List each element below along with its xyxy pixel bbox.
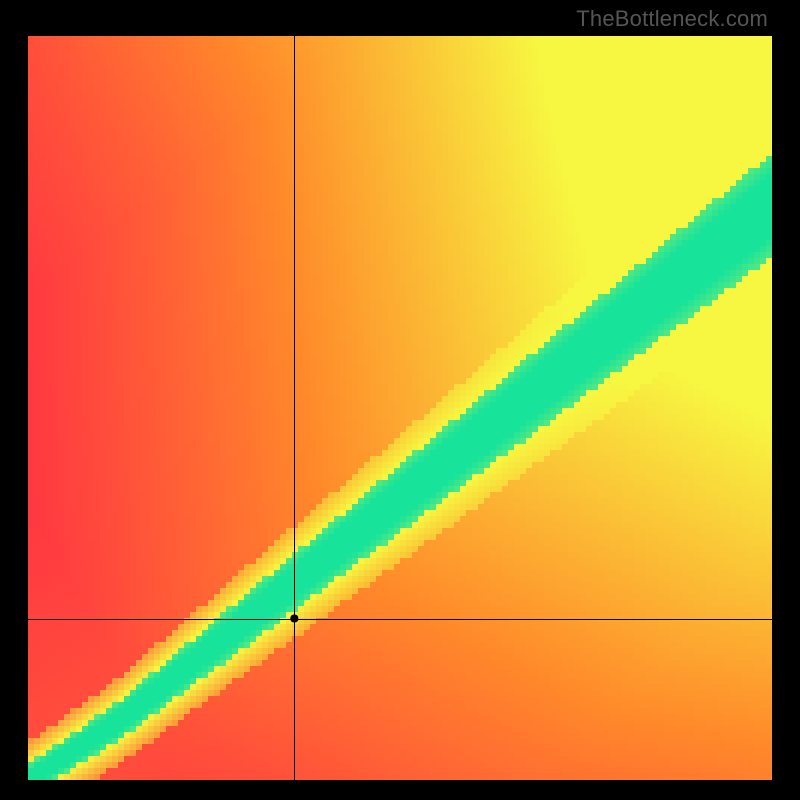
heatmap-canvas [0, 0, 800, 800]
watermark-text: TheBottleneck.com [576, 6, 768, 32]
chart-container: TheBottleneck.com [0, 0, 800, 800]
